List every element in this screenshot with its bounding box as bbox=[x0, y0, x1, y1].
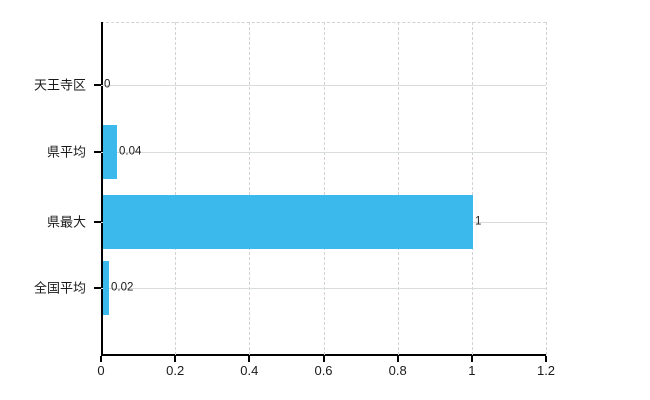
vertical-gridline bbox=[471, 22, 473, 355]
y-tick-mark bbox=[94, 287, 101, 289]
category-label: 全国平均 bbox=[33, 280, 86, 296]
horizontal-gridline bbox=[101, 288, 546, 289]
y-tick-mark bbox=[94, 84, 101, 86]
category-label: 県最大 bbox=[46, 214, 86, 230]
y-tick-mark bbox=[94, 221, 101, 223]
x-tick-mark bbox=[322, 356, 325, 362]
x-tick-label: 0.6 bbox=[314, 363, 333, 378]
vertical-gridline bbox=[397, 22, 399, 355]
x-tick-label: 0.4 bbox=[240, 363, 259, 378]
bar-value-label: 1 bbox=[475, 215, 482, 228]
x-tick-mark bbox=[100, 356, 102, 362]
x-tick-label: 1.2 bbox=[536, 363, 556, 378]
bar[interactable] bbox=[103, 125, 117, 179]
category-label: 県平均 bbox=[46, 144, 86, 160]
y-tick-mark bbox=[94, 151, 101, 153]
x-tick-label: 0.8 bbox=[388, 363, 407, 378]
bar[interactable] bbox=[103, 195, 473, 249]
bar[interactable] bbox=[103, 261, 109, 315]
category-label: 天王寺区 bbox=[33, 77, 86, 93]
x-tick-mark bbox=[545, 356, 547, 362]
x-tick-label: 0 bbox=[97, 363, 105, 378]
bar-value-label: 0 bbox=[104, 78, 111, 91]
x-tick-label: 0.2 bbox=[166, 363, 185, 378]
vertical-gridline bbox=[546, 22, 547, 355]
y-axis-line bbox=[101, 22, 103, 355]
vertical-gridline bbox=[175, 22, 177, 355]
x-tick-label: 1 bbox=[468, 363, 476, 378]
x-tick-mark bbox=[470, 356, 473, 362]
bar-value-label: 0.04 bbox=[119, 145, 142, 158]
x-tick-mark bbox=[248, 356, 251, 362]
plot-area: 0 0.04 1 0.02 bbox=[101, 22, 547, 356]
x-tick-mark bbox=[396, 356, 399, 362]
x-tick-mark bbox=[174, 356, 177, 362]
bar-value-label: 0.02 bbox=[111, 281, 134, 294]
horizontal-gridline bbox=[101, 152, 546, 153]
x-axis-line bbox=[101, 354, 546, 356]
vertical-gridline bbox=[249, 22, 251, 355]
vertical-gridline bbox=[323, 22, 325, 355]
horizontal-gridline bbox=[101, 85, 546, 86]
